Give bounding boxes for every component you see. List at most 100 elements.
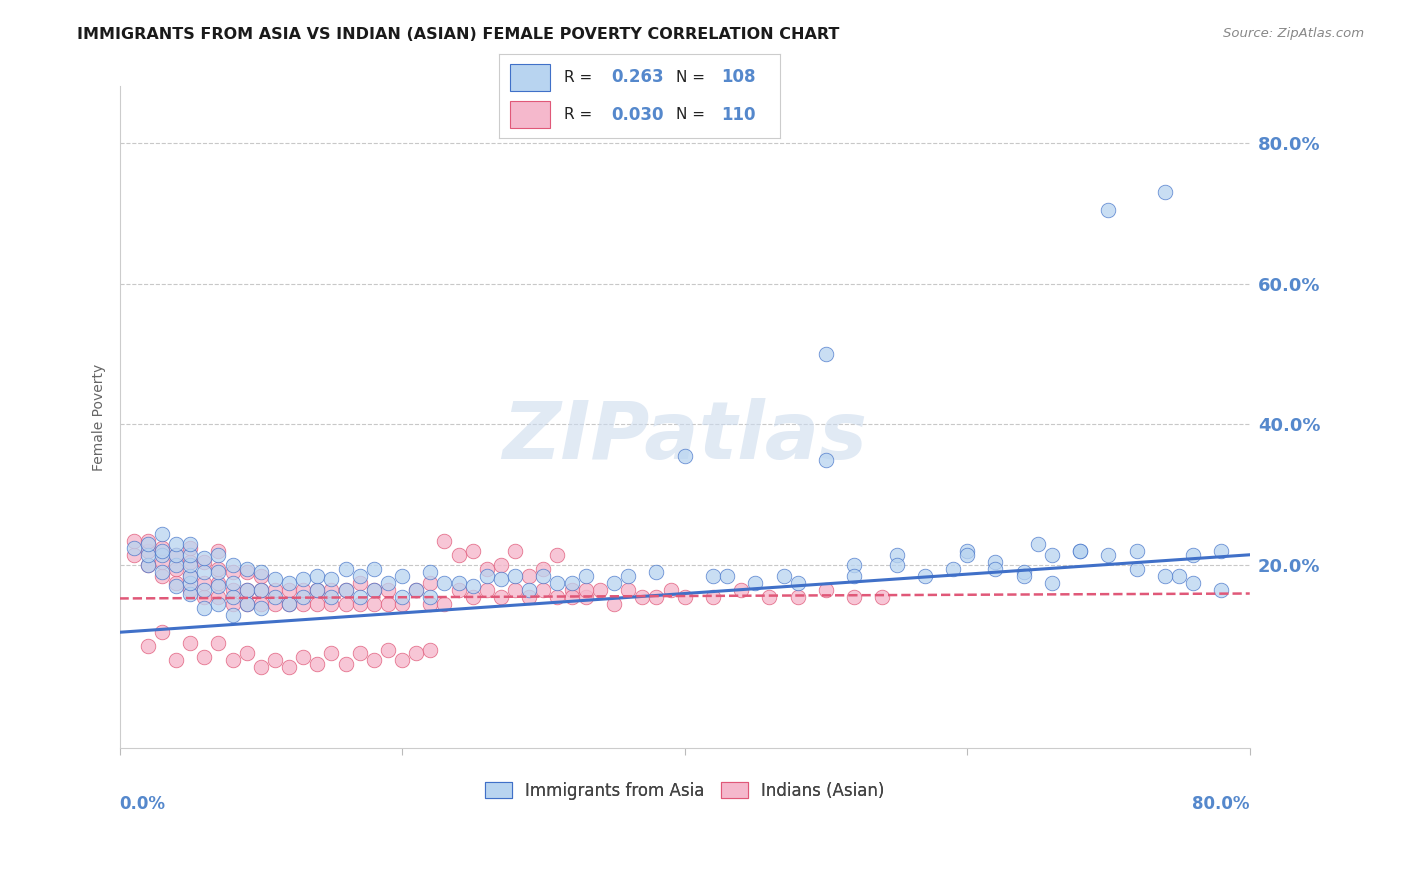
Point bbox=[461, 579, 484, 593]
Point bbox=[221, 582, 243, 597]
Point bbox=[264, 582, 287, 597]
Point bbox=[475, 582, 498, 597]
Point bbox=[179, 586, 201, 600]
Point bbox=[814, 347, 837, 361]
Point bbox=[165, 579, 187, 593]
Point bbox=[335, 657, 357, 671]
Text: N =: N = bbox=[676, 70, 710, 85]
Point bbox=[405, 582, 427, 597]
Point bbox=[207, 636, 229, 650]
Point bbox=[1069, 544, 1091, 558]
Point bbox=[503, 569, 526, 583]
Point bbox=[249, 582, 271, 597]
Point bbox=[221, 590, 243, 604]
Point bbox=[292, 597, 315, 611]
Point bbox=[758, 590, 780, 604]
Point bbox=[447, 582, 470, 597]
Point bbox=[335, 597, 357, 611]
Point bbox=[136, 548, 159, 562]
Point bbox=[264, 653, 287, 667]
Point bbox=[193, 551, 215, 566]
Point bbox=[814, 452, 837, 467]
Point bbox=[659, 582, 682, 597]
Point bbox=[617, 582, 640, 597]
Point bbox=[561, 590, 583, 604]
Point bbox=[1026, 537, 1049, 551]
Point bbox=[517, 582, 540, 597]
Point bbox=[349, 569, 371, 583]
Point bbox=[150, 625, 173, 640]
Point bbox=[575, 582, 598, 597]
Point bbox=[235, 582, 257, 597]
Point bbox=[235, 597, 257, 611]
Point bbox=[207, 544, 229, 558]
Text: 80.0%: 80.0% bbox=[1192, 795, 1250, 813]
Point bbox=[575, 569, 598, 583]
Point bbox=[221, 653, 243, 667]
Point bbox=[419, 590, 441, 604]
Point bbox=[716, 569, 738, 583]
Point bbox=[547, 548, 569, 562]
Text: 108: 108 bbox=[721, 69, 756, 87]
Point bbox=[321, 582, 343, 597]
Point bbox=[179, 569, 201, 583]
Point bbox=[193, 649, 215, 664]
Point bbox=[503, 544, 526, 558]
Point bbox=[1154, 185, 1177, 199]
Point bbox=[307, 582, 329, 597]
Point bbox=[772, 569, 794, 583]
Point bbox=[349, 576, 371, 591]
Point bbox=[207, 590, 229, 604]
Point bbox=[349, 590, 371, 604]
Point bbox=[702, 590, 724, 604]
Point bbox=[321, 646, 343, 660]
Point bbox=[531, 569, 554, 583]
Point bbox=[321, 573, 343, 587]
Point bbox=[193, 576, 215, 591]
Point bbox=[363, 597, 385, 611]
Point bbox=[433, 533, 456, 548]
Point bbox=[150, 566, 173, 580]
Point bbox=[207, 566, 229, 580]
Point bbox=[419, 576, 441, 591]
Point bbox=[1182, 576, 1205, 591]
Point bbox=[1069, 544, 1091, 558]
Y-axis label: Female Poverty: Female Poverty bbox=[93, 364, 107, 471]
Point bbox=[391, 597, 413, 611]
Point bbox=[419, 566, 441, 580]
Point bbox=[844, 590, 866, 604]
Point bbox=[278, 576, 301, 591]
Point bbox=[786, 576, 808, 591]
Point bbox=[165, 548, 187, 562]
Point bbox=[1097, 202, 1119, 217]
Point bbox=[150, 541, 173, 555]
Point bbox=[193, 590, 215, 604]
Point bbox=[391, 590, 413, 604]
Point bbox=[1211, 582, 1233, 597]
Point bbox=[165, 653, 187, 667]
Point bbox=[249, 569, 271, 583]
Point bbox=[489, 558, 512, 573]
Point bbox=[221, 597, 243, 611]
Point bbox=[179, 558, 201, 573]
Point bbox=[179, 548, 201, 562]
Point bbox=[292, 590, 315, 604]
Point bbox=[249, 660, 271, 674]
Point bbox=[165, 562, 187, 576]
Point bbox=[645, 566, 668, 580]
Point bbox=[702, 569, 724, 583]
Point bbox=[517, 569, 540, 583]
Point bbox=[377, 576, 399, 591]
Point bbox=[461, 544, 484, 558]
Point bbox=[165, 576, 187, 591]
Point bbox=[221, 558, 243, 573]
Point bbox=[475, 569, 498, 583]
Point bbox=[631, 590, 654, 604]
Point bbox=[150, 544, 173, 558]
Point bbox=[1040, 576, 1063, 591]
Point bbox=[575, 590, 598, 604]
Point bbox=[193, 566, 215, 580]
Point bbox=[136, 558, 159, 573]
Text: 0.263: 0.263 bbox=[612, 69, 664, 87]
Point bbox=[956, 548, 979, 562]
